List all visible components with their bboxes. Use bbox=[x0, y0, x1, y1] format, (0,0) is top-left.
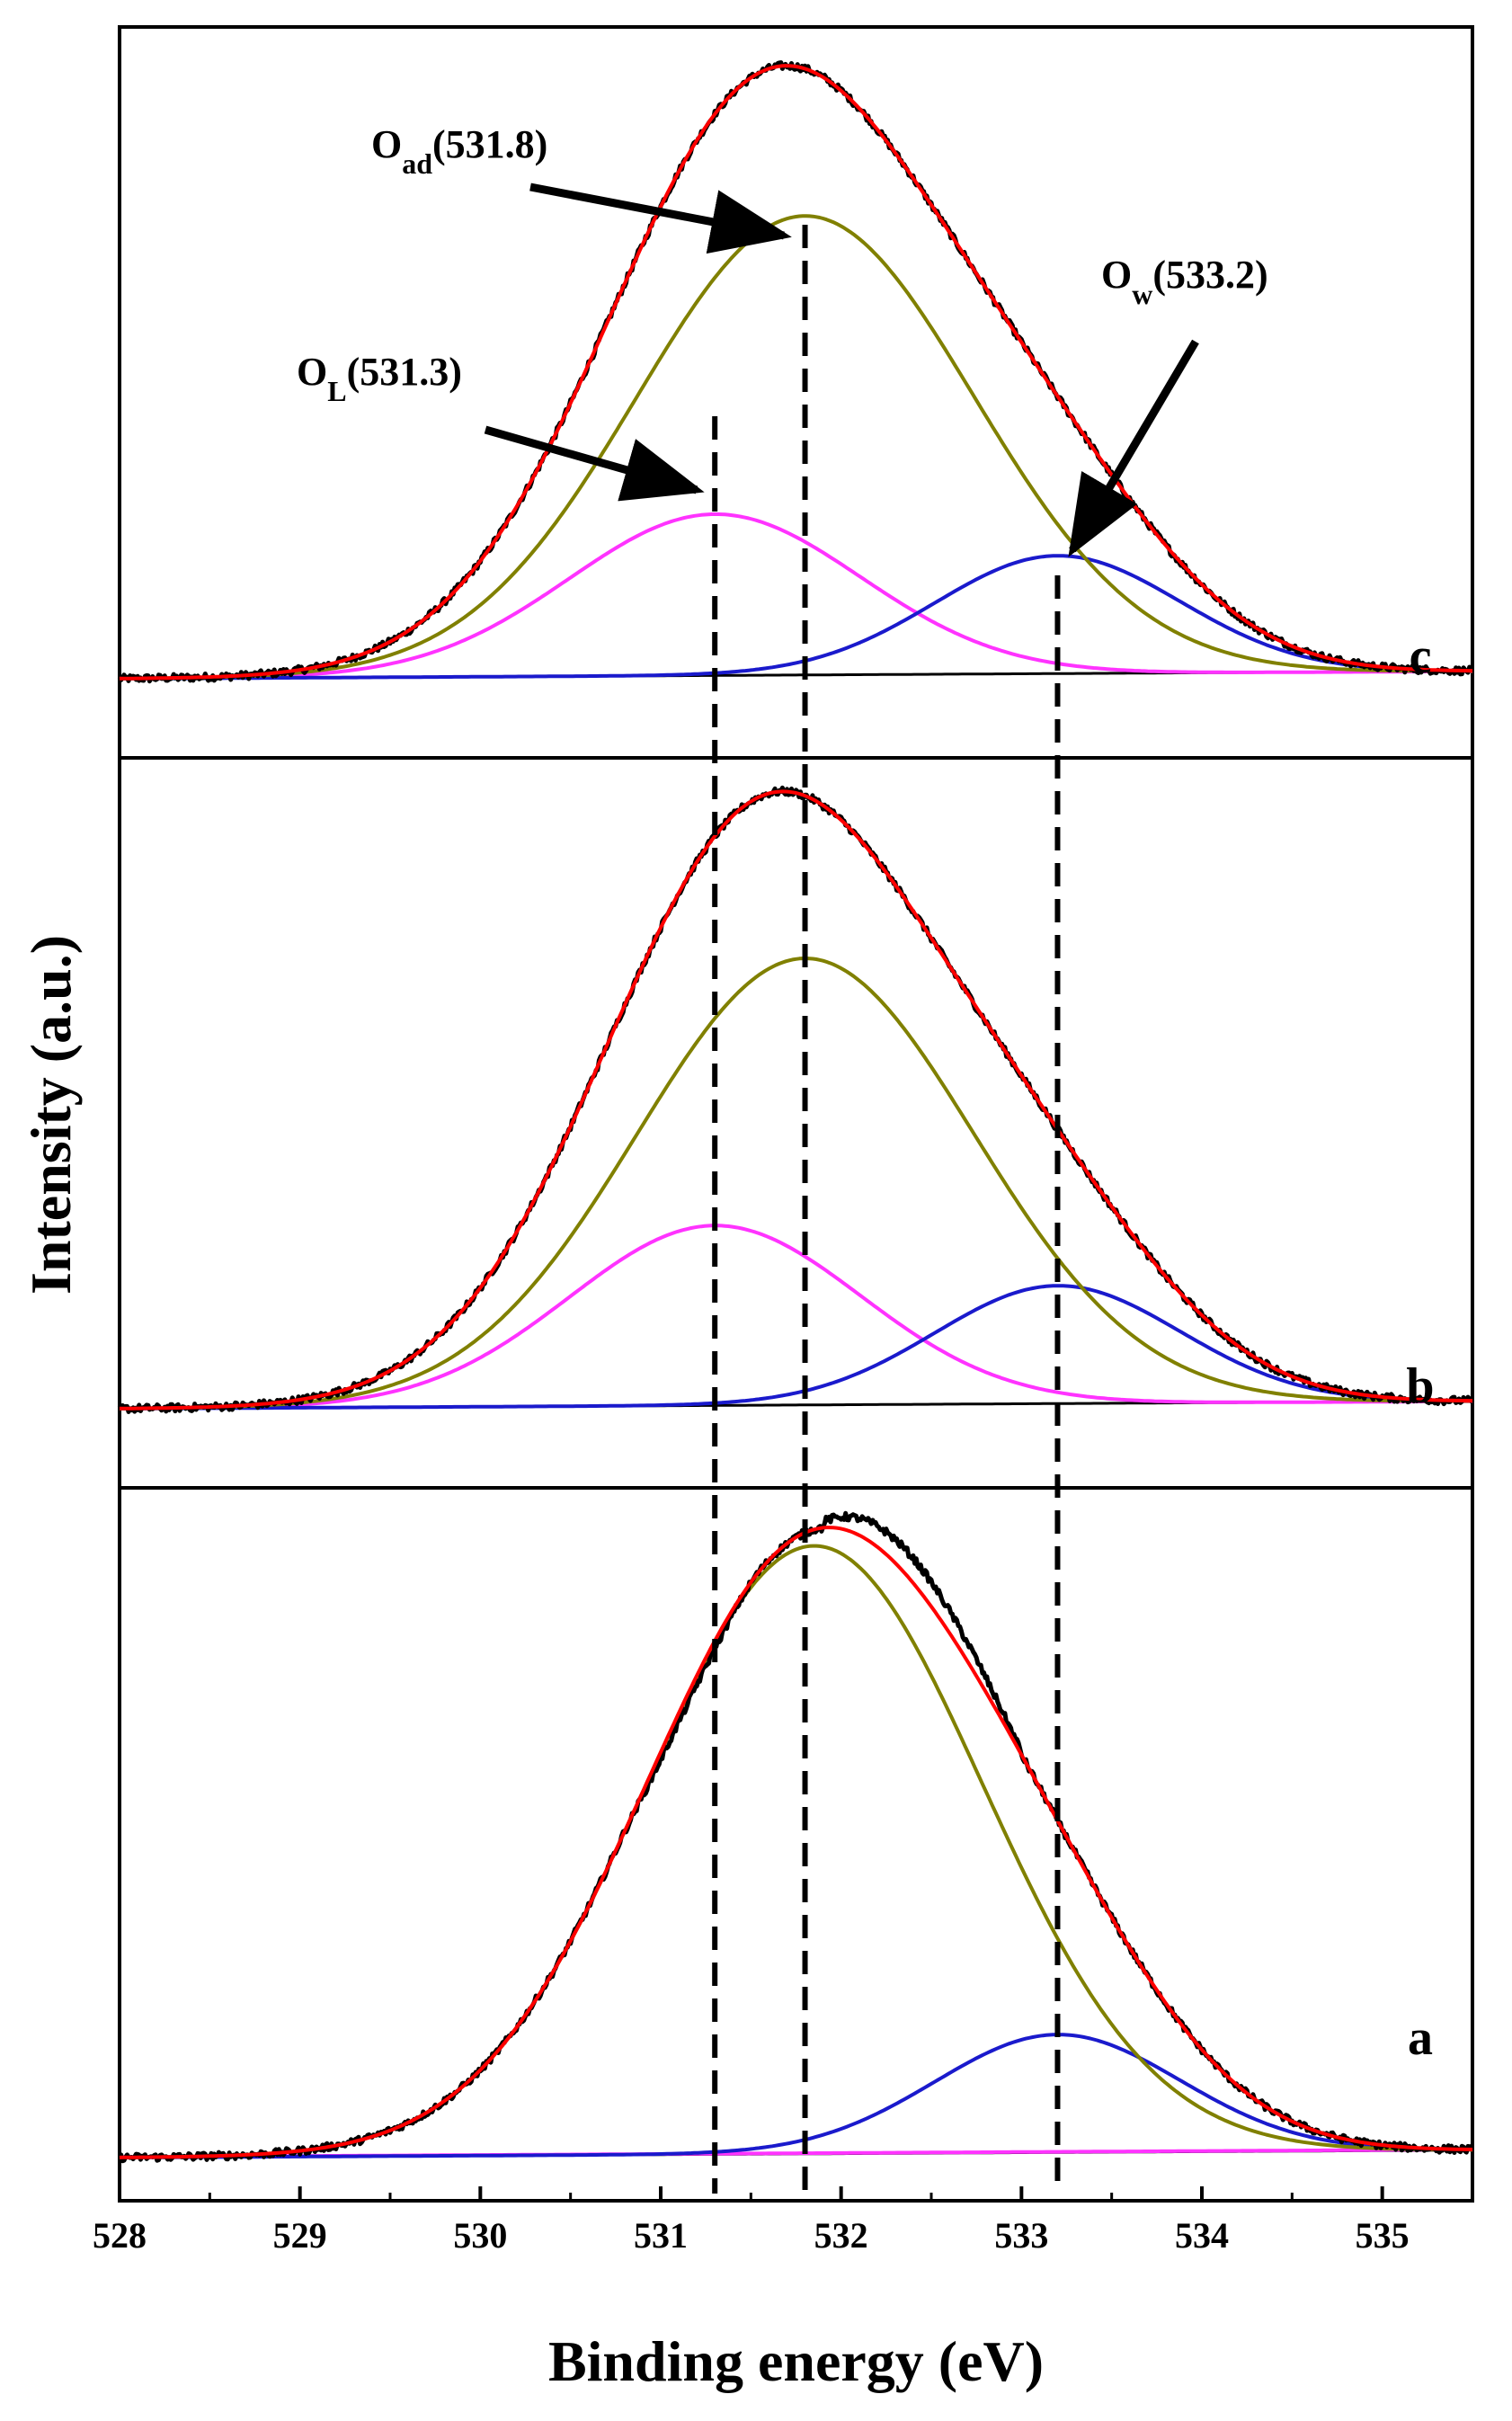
panel-frame-b bbox=[118, 756, 1474, 1490]
series-b-o-ad bbox=[119, 957, 1472, 1411]
x-tick-label-528: 528 bbox=[93, 2215, 147, 2256]
annotation-label-ad: Oad(531.8) bbox=[371, 122, 547, 180]
x-tick-label-534: 534 bbox=[1175, 2215, 1229, 2256]
panel-label-b: b bbox=[1406, 1358, 1434, 1414]
panel-frame-a bbox=[118, 1486, 1474, 2203]
annotation-arrow-l bbox=[484, 425, 705, 502]
series-b-experimental bbox=[117, 785, 1475, 1414]
annotation-arrow-ad bbox=[529, 182, 792, 254]
series-b-o-l bbox=[119, 1224, 1472, 1411]
series-b-fitted-envelope bbox=[120, 789, 1472, 1411]
annotation-arrow-w bbox=[1068, 339, 1199, 557]
series-c-o-w bbox=[120, 554, 1472, 681]
x-tick-label-531: 531 bbox=[634, 2215, 688, 2256]
x-tick-label-529: 529 bbox=[273, 2215, 327, 2256]
panel-label-c: c bbox=[1410, 628, 1432, 684]
series-c-o-l bbox=[119, 512, 1472, 681]
annotation-o-w: Ow(533.2) bbox=[1068, 253, 1268, 557]
series-b-o-w bbox=[120, 1284, 1472, 1411]
x-axis-title: Binding energy (eV) bbox=[548, 2329, 1044, 2393]
annotation-o-ad: Oad(531.8) bbox=[371, 122, 792, 254]
x-tick-label-533: 533 bbox=[994, 2215, 1048, 2256]
x-tick-label-532: 532 bbox=[814, 2215, 868, 2256]
panel-a: a bbox=[118, 1486, 1474, 2203]
series-c-o-ad bbox=[119, 214, 1472, 681]
panel-b: b bbox=[117, 756, 1475, 1490]
x-tick-label-535: 535 bbox=[1356, 2215, 1410, 2256]
series-a-experimental bbox=[119, 1510, 1473, 2164]
y-axis-title: Intensity (a.u.) bbox=[19, 935, 83, 1295]
x-tick-label-530: 530 bbox=[453, 2215, 507, 2256]
annotation-o-l: OL(531.3) bbox=[297, 350, 705, 502]
series-a-o-w bbox=[120, 2033, 1472, 2159]
annotation-label-w: Ow(533.2) bbox=[1101, 253, 1268, 310]
series-c-fitted-envelope bbox=[120, 64, 1472, 681]
series-a-o-ad bbox=[119, 1544, 1472, 2159]
annotation-label-l: OL(531.3) bbox=[297, 350, 462, 407]
panel-label-a: a bbox=[1408, 2010, 1433, 2066]
series-a-fitted-envelope bbox=[119, 1526, 1473, 2159]
